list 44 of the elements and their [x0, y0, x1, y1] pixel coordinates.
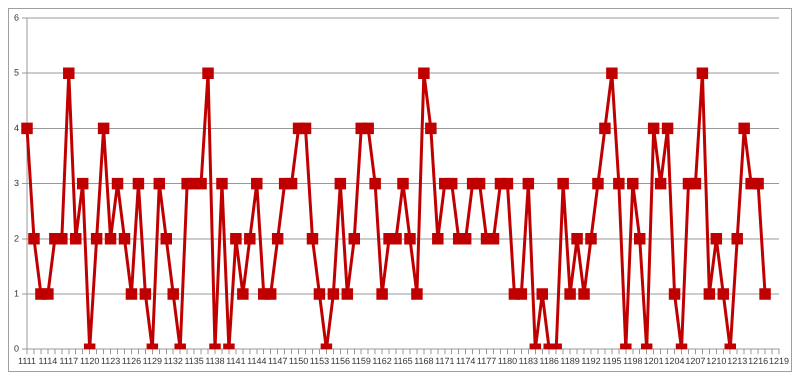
y-tick-label: 0	[14, 344, 20, 354]
x-tick-label: 1189	[560, 356, 580, 366]
x-tick-label: 1168	[414, 356, 434, 366]
y-tick-label: 5	[14, 68, 20, 78]
x-tick-label: 1198	[623, 356, 642, 366]
x-tick-label: 1153	[310, 356, 330, 366]
x-tick-label: 1204	[664, 356, 685, 366]
x-tick-label: 1126	[122, 356, 142, 366]
y-tick-label: 6	[14, 12, 20, 22]
x-tick-label: 1186	[540, 356, 559, 366]
x-tick-label: 1114	[38, 356, 58, 366]
x-tick-label: 1177	[476, 356, 496, 366]
x-tick-label: 1165	[393, 356, 413, 366]
y-tick-label: 3	[14, 178, 20, 188]
x-tick-label: 1144	[247, 356, 266, 366]
x-tick-label: 1141	[226, 356, 246, 366]
x-tick-label: 1159	[352, 356, 371, 366]
x-tick-label: 1183	[518, 356, 538, 366]
x-tick-label: 1192	[581, 356, 601, 366]
x-tick-label: 1219	[768, 356, 790, 366]
x-tick-label: 1132	[164, 356, 183, 366]
x-tick-label: 1162	[372, 356, 392, 366]
x-tick-label: 1111	[18, 356, 36, 366]
x-tick-label: 1138	[205, 356, 225, 366]
x-tick-label: 1171	[435, 356, 454, 366]
x-tick-label: 1195	[602, 356, 622, 366]
x-tick-label: 1156	[330, 356, 350, 366]
x-tick-label: 1117	[59, 356, 78, 366]
y-tick-label: 2	[14, 233, 20, 244]
x-tick-label: 1201	[644, 356, 664, 366]
x-tick-label: 1180	[498, 356, 518, 366]
x-tick-label: 1174	[456, 356, 476, 366]
x-tick-label: 1213	[727, 356, 748, 366]
x-tick-label: 1120	[80, 356, 100, 366]
x-tick-label: 1123	[100, 356, 120, 366]
x-tick-label: 1216	[748, 356, 768, 366]
y-tick-label: 1	[14, 288, 20, 298]
x-tick-label: 1147	[268, 356, 288, 366]
x-tick-label: 1129	[142, 356, 162, 366]
x-tick-label: 1210	[706, 356, 726, 366]
x-tick-label: 1150	[288, 356, 308, 366]
x-tick-label: 1135	[184, 356, 204, 366]
x-tick-label: 1207	[685, 356, 706, 366]
y-tick-label: 4	[14, 122, 20, 133]
